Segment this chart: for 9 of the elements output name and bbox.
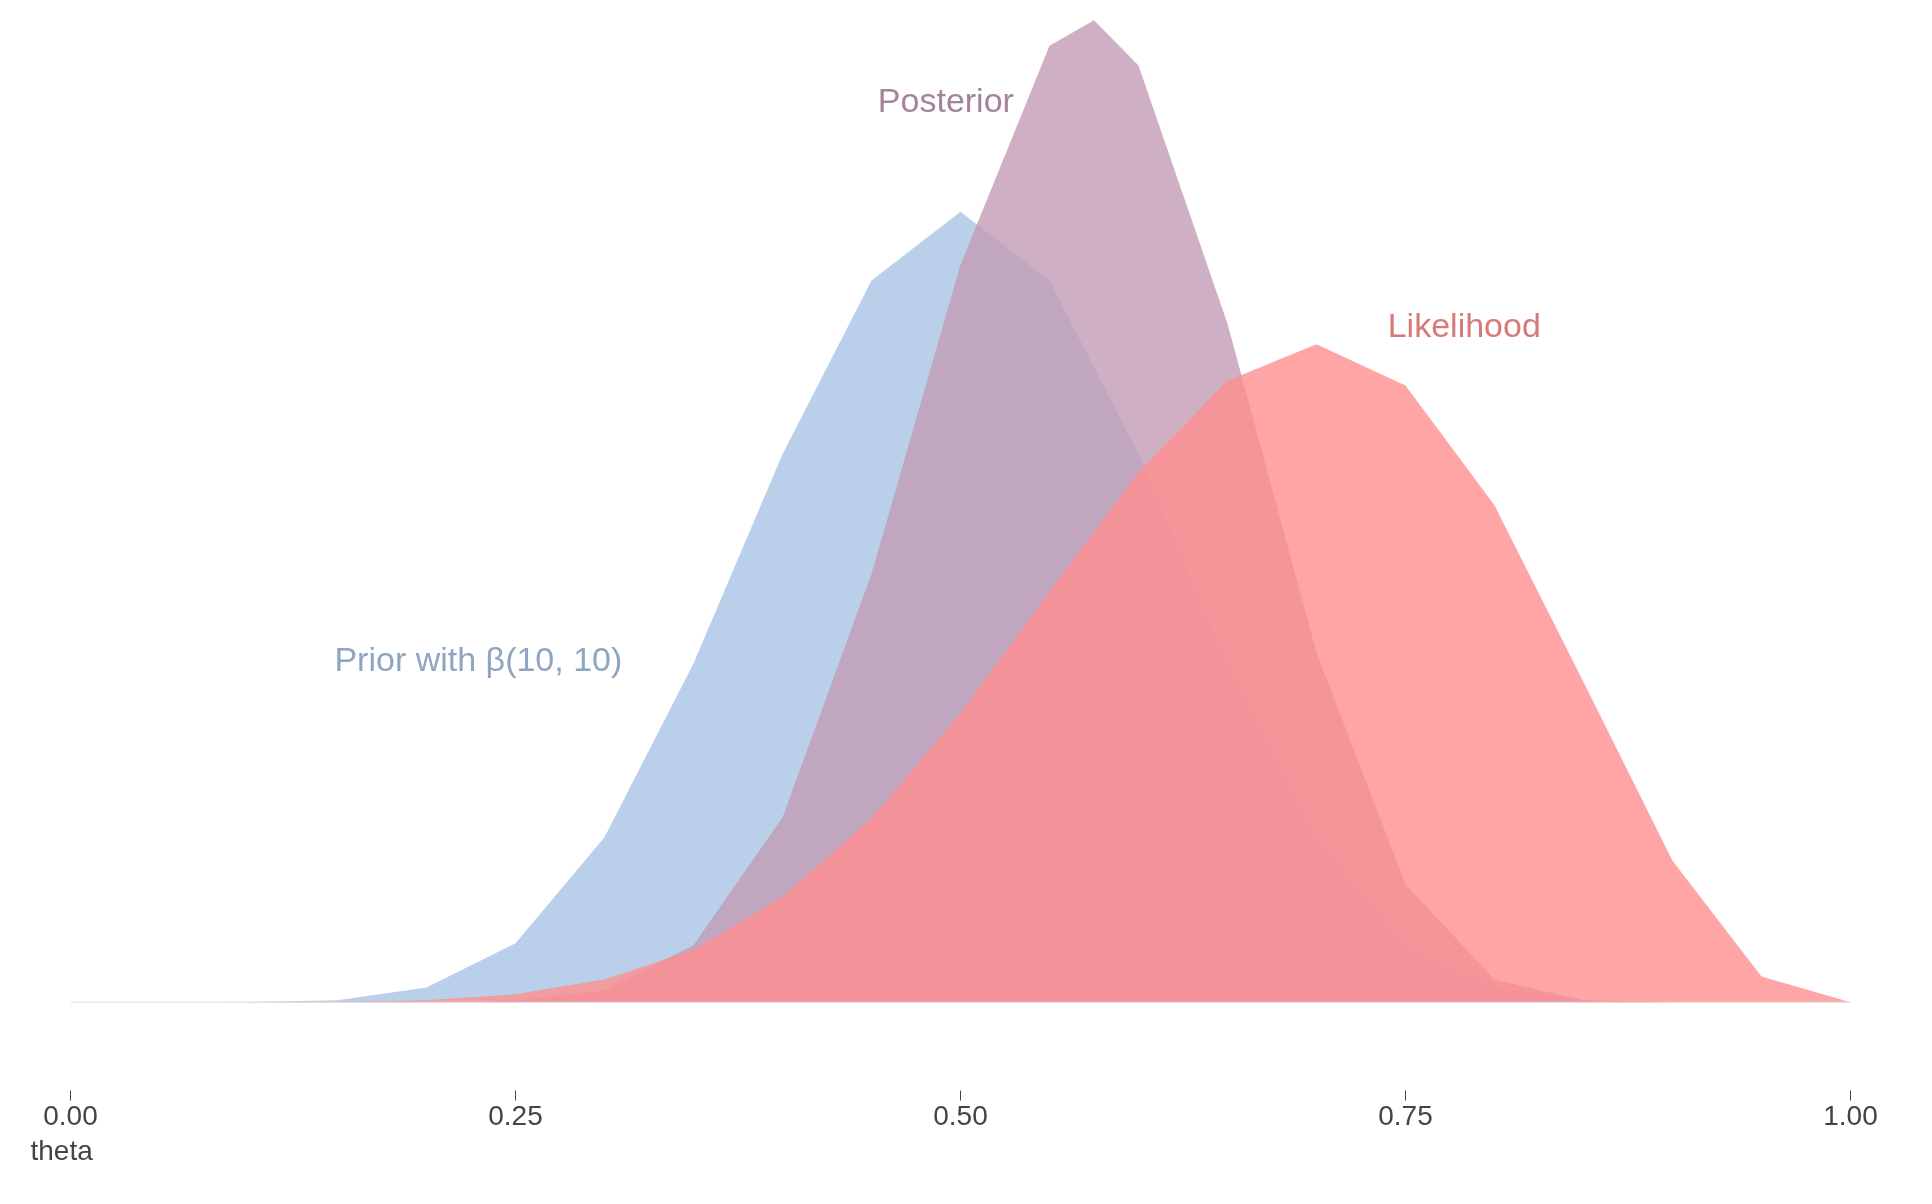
series-label: Likelihood <box>1387 306 1541 345</box>
x-tick-label: 1.00 <box>1823 1099 1878 1131</box>
x-tick-label: 0.75 <box>1378 1099 1433 1131</box>
series-label: Prior with β(10, 10) <box>334 640 623 679</box>
x-tick-label: 0.25 <box>488 1099 543 1131</box>
x-tick-label: 0.50 <box>933 1099 988 1131</box>
x-tick-label: 0.00 <box>43 1099 98 1131</box>
series-label: Posterior <box>877 80 1014 119</box>
x-axis-title: theta <box>30 1134 94 1166</box>
